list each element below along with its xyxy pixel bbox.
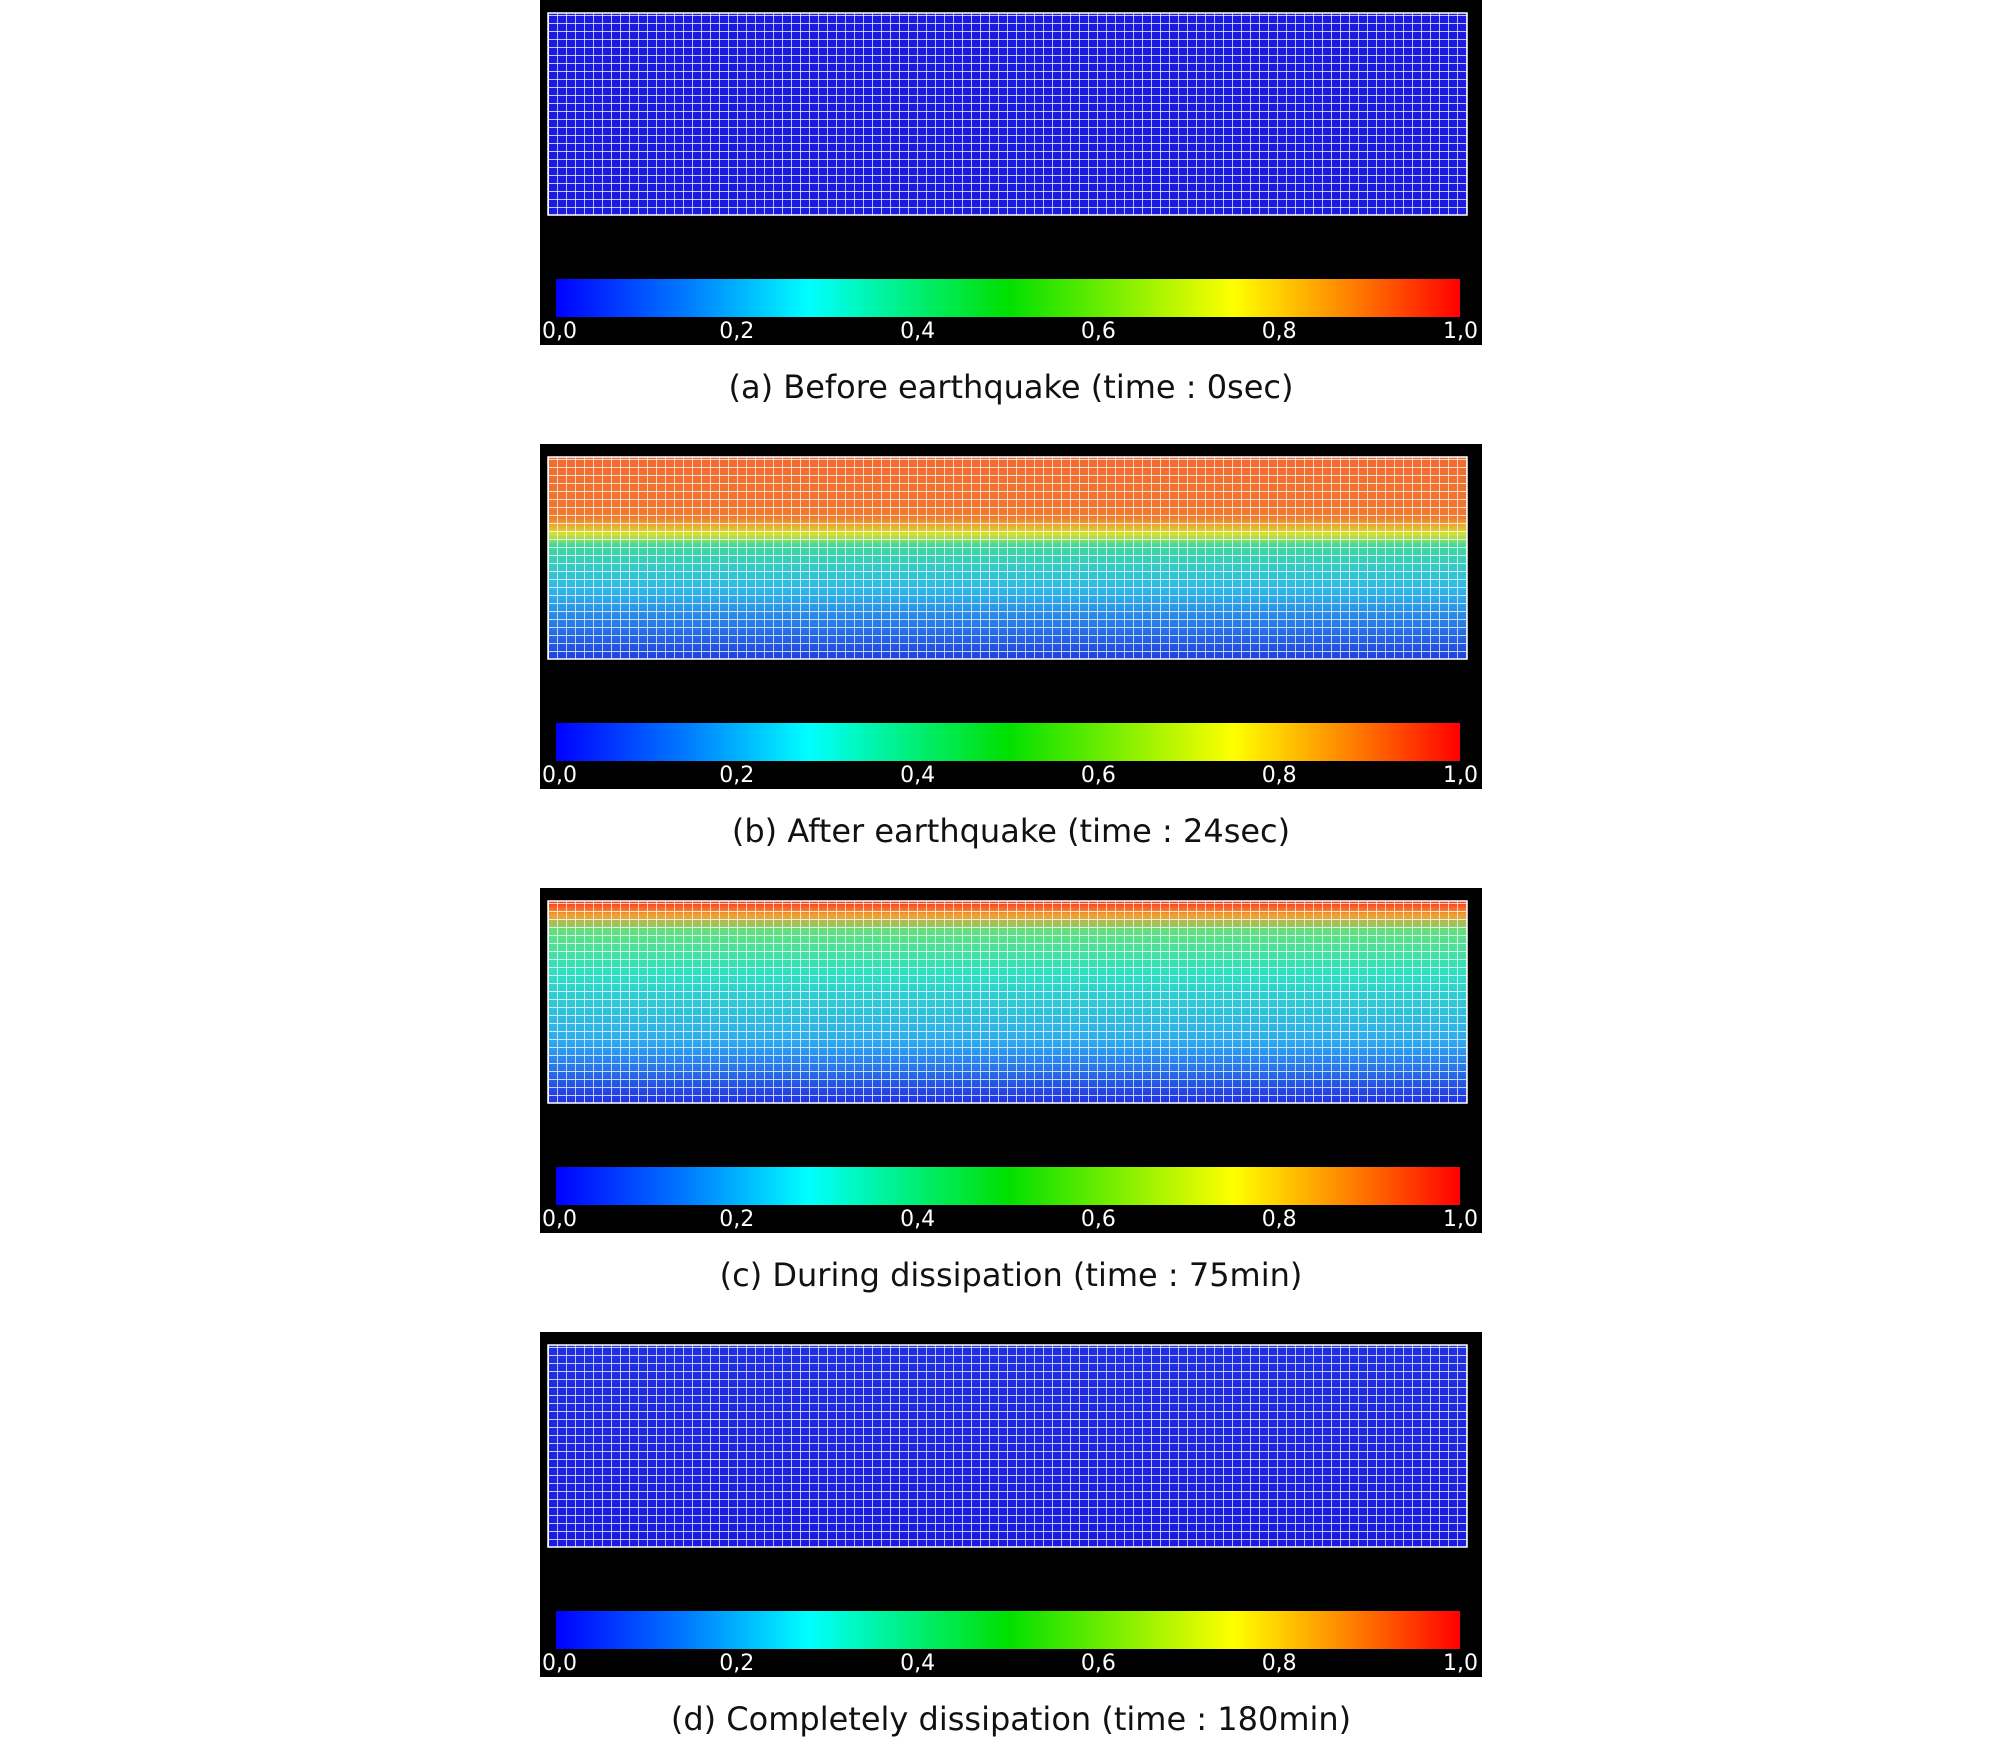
colorbar-tick-label: 0,2 bbox=[719, 1207, 754, 1232]
mesh-grid bbox=[547, 1344, 1468, 1548]
colorbar-tick-label: 0,8 bbox=[1262, 319, 1297, 344]
panel-caption: (b) After earthquake (time : 24sec) bbox=[732, 812, 1290, 850]
mesh-grid bbox=[547, 456, 1468, 660]
colorbar-tick-label: 0,2 bbox=[719, 763, 754, 788]
colorbar-tick-label: 0,6 bbox=[1081, 1651, 1116, 1676]
colorbar-tick-label: 0,2 bbox=[719, 319, 754, 344]
panel-caption: (a) Before earthquake (time : 0sec) bbox=[729, 368, 1294, 406]
colorbar-tick-label: 0,0 bbox=[542, 319, 577, 344]
colorbar bbox=[556, 1167, 1460, 1205]
colorbar-tick-label: 0,8 bbox=[1262, 1651, 1297, 1676]
panel-caption: (c) During dissipation (time : 75min) bbox=[720, 1256, 1303, 1294]
colorbar-tick-label: 0,4 bbox=[900, 1207, 935, 1232]
colorbar-tick-label: 1,0 bbox=[1443, 1207, 1478, 1232]
panel: 0,0 0,2 0,4 0,6 0,8 1,0 (c) During dissipation… bbox=[540, 888, 1482, 1294]
colorbar-tick-label: 0,6 bbox=[1081, 763, 1116, 788]
colorbar-tick-label: 0,4 bbox=[900, 319, 935, 344]
colorbar-tick-label: 1,0 bbox=[1443, 319, 1478, 344]
colorbar bbox=[556, 723, 1460, 761]
colorbar-tick-label: 0,0 bbox=[542, 1651, 577, 1676]
colorbar-tick-label: 0,4 bbox=[900, 1651, 935, 1676]
colorbar bbox=[556, 279, 1460, 317]
colorbar bbox=[556, 1611, 1460, 1649]
colorbar-tick-label: 0,0 bbox=[542, 763, 577, 788]
colorbar-tick-label: 0,0 bbox=[542, 1207, 577, 1232]
colorbar-tick-label: 0,6 bbox=[1081, 319, 1116, 344]
panel: 0,0 0,2 0,4 0,6 0,8 1,0 (b) After earthquake (… bbox=[540, 444, 1482, 850]
panel-caption: (d) Completely dissipation (time : 180mi… bbox=[671, 1700, 1351, 1738]
colorbar-tick-label: 1,0 bbox=[1443, 1651, 1478, 1676]
colorbar-tick-label: 0,6 bbox=[1081, 1207, 1116, 1232]
panel: 0,0 0,2 0,4 0,6 0,8 1,0 (d) Completely dissipa… bbox=[540, 1332, 1482, 1738]
colorbar-tick-label: 0,4 bbox=[900, 763, 935, 788]
mesh-grid bbox=[547, 900, 1468, 1104]
colorbar-tick-label: 0,2 bbox=[719, 1651, 754, 1676]
mesh-grid bbox=[547, 12, 1468, 216]
colorbar-tick-label: 0,8 bbox=[1262, 1207, 1297, 1232]
colorbar-tick-label: 1,0 bbox=[1443, 763, 1478, 788]
colorbar-tick-label: 0,8 bbox=[1262, 763, 1297, 788]
panel: 0,0 0,2 0,4 0,6 0,8 1,0 (a) Before earthquake … bbox=[540, 0, 1482, 406]
